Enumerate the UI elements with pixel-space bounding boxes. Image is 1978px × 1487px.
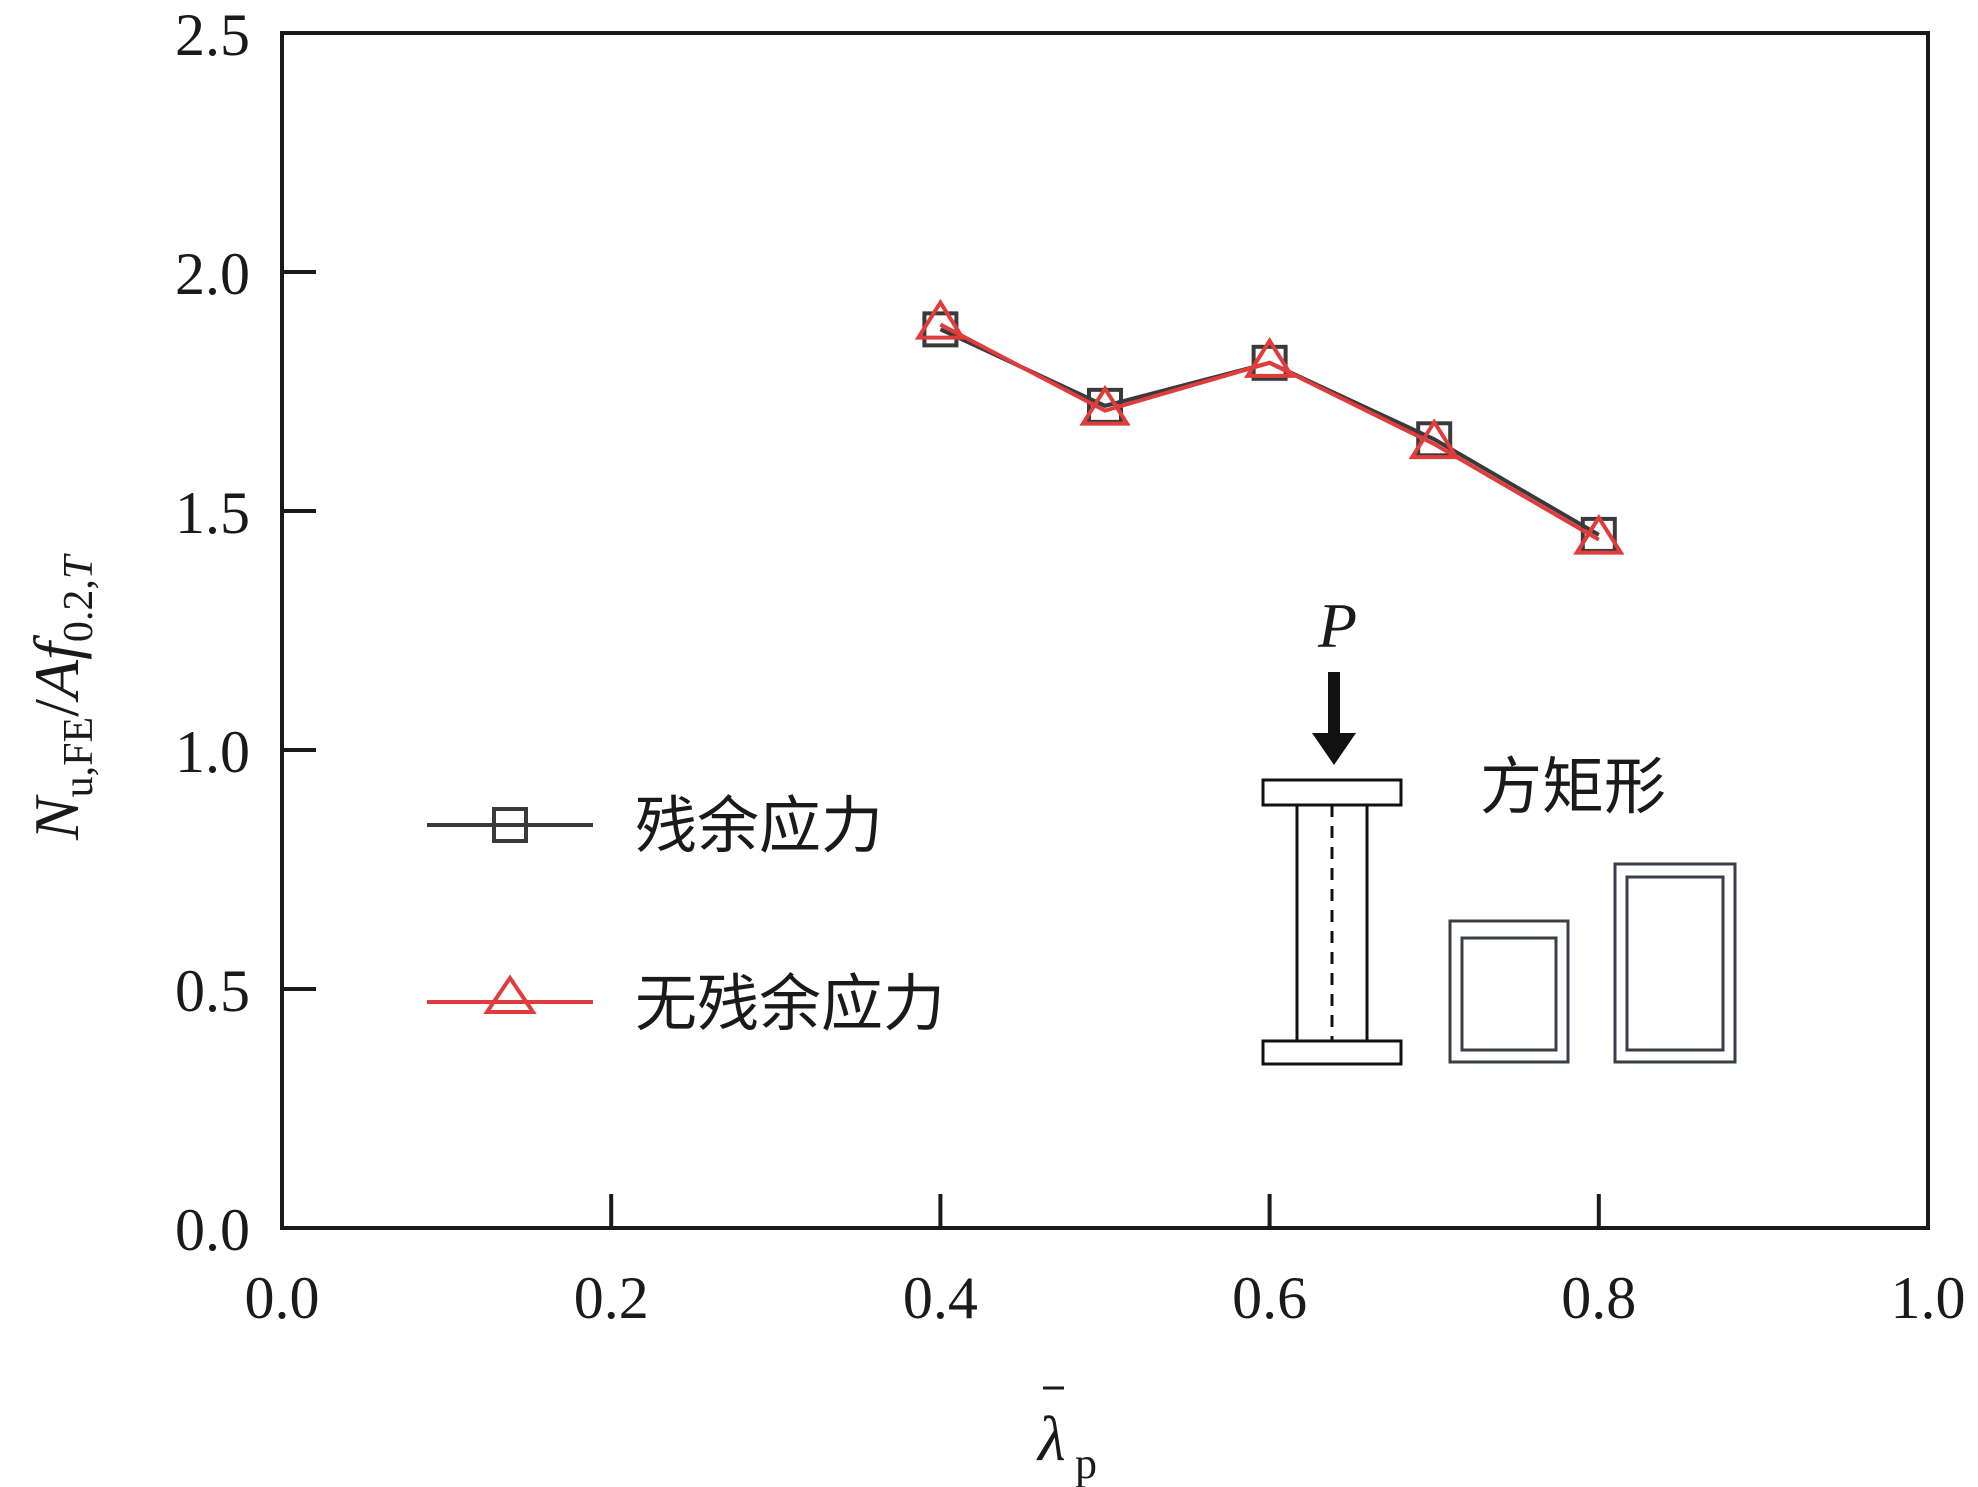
square-section-outer bbox=[1448, 919, 1570, 1064]
y-axis-title-sub2: 0.2, bbox=[56, 579, 102, 642]
legend-label-residual-stress: 残余应力 bbox=[635, 789, 883, 862]
data-point-triangle bbox=[914, 298, 967, 340]
x-axis: 0.0 0.2 0.4 0.6 0.8 1.0 bbox=[245, 1194, 1966, 1331]
load-arrow-head bbox=[1312, 733, 1356, 765]
series-line-residual-stress bbox=[939, 327, 1600, 537]
svg-text:Nu,FE/Af0.2,T: Nu,FE/Af0.2,T bbox=[21, 553, 102, 841]
section-label: 方矩形 bbox=[1480, 750, 1666, 823]
series-layer bbox=[914, 298, 1625, 555]
top-end-plate bbox=[1261, 778, 1403, 807]
y-axis-title-T: T bbox=[56, 553, 102, 579]
y-axis: 0.0 0.5 1.0 1.5 2.0 2.5 bbox=[175, 2, 316, 1263]
x-axis-title-subscript: p bbox=[1075, 1439, 1097, 1487]
legend-item-residual-stress: 残余应力 bbox=[427, 789, 883, 862]
y-axis-title-slash: / bbox=[21, 699, 92, 717]
y-axis-title: Nu,FE/Af0.2,T bbox=[21, 553, 102, 841]
legend-item-no-residual-stress: 无残余应力 bbox=[427, 967, 945, 1040]
x-axis-title: λ p bbox=[1036, 1386, 1097, 1487]
data-point-triangle bbox=[1408, 418, 1460, 460]
series-line-no-residual-stress bbox=[939, 322, 1600, 542]
y-axis-title-sub1: u,FE bbox=[56, 717, 102, 798]
data-point-triangle bbox=[1079, 384, 1131, 426]
legend-marker-triangle bbox=[483, 974, 537, 1014]
y-tick-label: 2.5 bbox=[175, 2, 250, 68]
legend: 残余应力 无残余应力 bbox=[427, 789, 945, 1040]
x-axis-title-symbol: λ bbox=[1036, 1403, 1066, 1474]
y-axis-title-N: N bbox=[21, 794, 92, 841]
data-point-triangle bbox=[1243, 337, 1296, 378]
y-tick-label: 2.0 bbox=[175, 241, 250, 307]
x-tick-label: 0.6 bbox=[1232, 1265, 1307, 1331]
y-tick-label: 0.5 bbox=[175, 958, 250, 1024]
x-tick-label: 0.0 bbox=[245, 1265, 320, 1331]
legend-marker-square bbox=[492, 807, 528, 843]
y-axis-title-Af: Af bbox=[21, 634, 92, 703]
data-point-triangle bbox=[1573, 513, 1625, 555]
x-tick-label: 0.2 bbox=[574, 1265, 649, 1331]
y-tick-label: 1.5 bbox=[175, 480, 250, 546]
x-tick-label: 0.4 bbox=[903, 1265, 978, 1331]
inset-schematic: P 方矩形 bbox=[1261, 590, 1737, 1066]
plot-area bbox=[280, 31, 1930, 1230]
x-tick-label: 1.0 bbox=[1891, 1265, 1966, 1331]
square-section-inner bbox=[1460, 936, 1558, 1052]
x-tick-label: 0.8 bbox=[1561, 1265, 1636, 1331]
y-tick-label: 0.0 bbox=[175, 1197, 250, 1263]
load-label: P bbox=[1317, 590, 1357, 661]
bottom-end-plate bbox=[1261, 1039, 1403, 1066]
y-tick-label: 1.0 bbox=[175, 719, 250, 785]
legend-label-no-residual-stress: 无残余应力 bbox=[635, 967, 945, 1040]
rect-section-inner bbox=[1625, 875, 1725, 1052]
rect-section-outer bbox=[1613, 862, 1737, 1064]
